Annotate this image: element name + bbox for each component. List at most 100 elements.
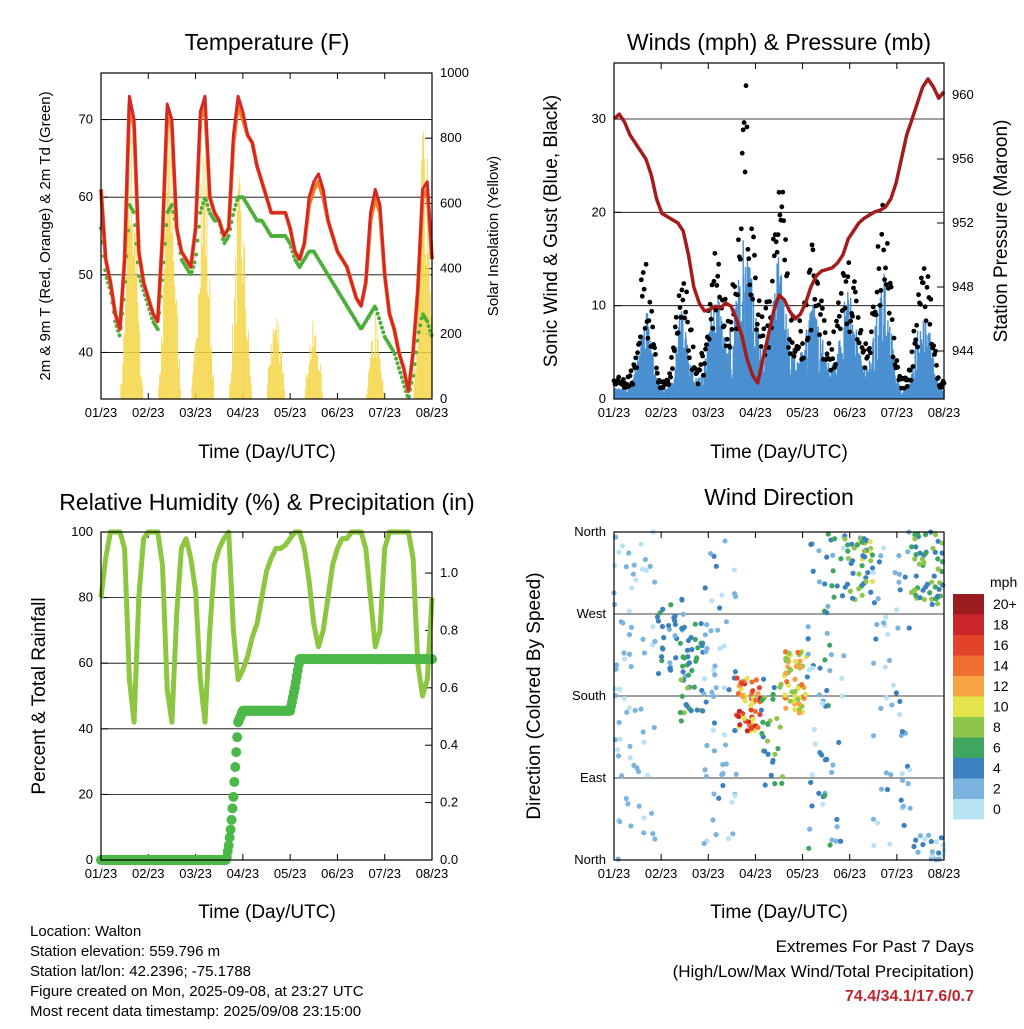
- direction-point: [798, 664, 804, 670]
- direction-point: [912, 532, 918, 538]
- direction-point: [874, 820, 881, 826]
- gust-point: [753, 275, 758, 281]
- gust-point: [879, 231, 885, 237]
- direction-point: [805, 651, 811, 657]
- gust-point: [683, 309, 689, 315]
- direction-point: [805, 636, 811, 642]
- direction-point: [799, 682, 805, 688]
- y-tick-label: 80: [79, 590, 93, 605]
- gust-point: [708, 316, 714, 322]
- direction-point: [744, 728, 750, 734]
- gust-point: [798, 328, 804, 334]
- direction-point: [680, 611, 686, 617]
- direction-point: [827, 668, 833, 674]
- legend-title: mph: [990, 574, 1017, 590]
- legend-label: 0: [993, 801, 1001, 817]
- x-tick-label: 07/23: [368, 405, 401, 420]
- x-tick-label: 03/23: [692, 866, 725, 881]
- gust-point: [714, 283, 720, 288]
- direction-point: [833, 838, 839, 844]
- gust-point: [876, 266, 882, 272]
- dewpoint-point: [375, 311, 380, 316]
- gust-point: [763, 305, 769, 311]
- y-tick-label-right: 956: [952, 151, 974, 166]
- direction-point: [920, 842, 926, 848]
- gust-point: [873, 312, 879, 318]
- direction-point: [838, 556, 844, 562]
- direction-point: [621, 695, 627, 702]
- direction-point: [792, 706, 798, 713]
- direction-point: [887, 841, 893, 847]
- gust-point: [883, 265, 888, 271]
- gust-point: [909, 349, 915, 355]
- gust-point: [910, 364, 916, 369]
- gust-point: [771, 253, 777, 259]
- direction-point: [716, 795, 722, 801]
- gust-point: [812, 296, 818, 302]
- gust-point: [797, 318, 803, 324]
- gust-point: [842, 305, 848, 311]
- direction-point: [829, 769, 835, 775]
- gust-point: [934, 362, 939, 368]
- gust-point: [749, 226, 755, 232]
- gust-point: [833, 361, 838, 367]
- gust-point: [703, 346, 708, 352]
- direction-point: [839, 675, 845, 681]
- direction-point: [660, 646, 666, 652]
- direction-point: [742, 698, 748, 704]
- gust-point: [863, 341, 869, 347]
- precip-point: [223, 840, 234, 851]
- direction-point: [720, 761, 726, 768]
- plot-frame: [100, 72, 433, 400]
- gust-point: [852, 289, 858, 295]
- direction-point: [899, 729, 906, 735]
- gust-point: [647, 299, 653, 305]
- direction-point: [804, 674, 810, 680]
- direction-point: [741, 715, 747, 722]
- direction-point: [792, 658, 798, 665]
- direction-point: [882, 664, 888, 670]
- direction-point: [612, 601, 618, 607]
- gust-point: [846, 260, 852, 266]
- plot-frame: [613, 531, 945, 861]
- gust-point: [635, 350, 640, 356]
- x-tick-label: 02/23: [132, 866, 165, 881]
- dewpoint-point: [378, 320, 383, 325]
- direction-point: [768, 772, 774, 778]
- direction-point: [906, 625, 912, 631]
- direction-point: [809, 772, 815, 778]
- direction-point: [865, 569, 871, 576]
- direction-point: [896, 571, 902, 577]
- direction-point: [792, 676, 798, 682]
- y-tick-label: North: [574, 524, 606, 539]
- gust-point: [925, 274, 931, 279]
- direction-point: [626, 608, 632, 614]
- direction-point: [842, 536, 848, 542]
- direction-point: [831, 594, 837, 600]
- dewpoint-point: [379, 325, 384, 330]
- direction-point: [884, 786, 891, 793]
- direction-point: [775, 746, 781, 752]
- direction-point: [758, 707, 764, 713]
- direction-point: [702, 676, 708, 682]
- gust-point: [627, 373, 633, 379]
- gust-point: [736, 237, 741, 243]
- gust-point: [654, 365, 659, 371]
- direction-point: [713, 563, 719, 569]
- direction-point: [820, 700, 826, 707]
- gust-point: [817, 332, 822, 338]
- y-tick-label: 70: [79, 112, 93, 127]
- gust-point: [669, 355, 674, 360]
- gust-point: [697, 367, 703, 373]
- direction-point: [878, 553, 884, 559]
- direction-point: [772, 751, 778, 757]
- direction-point: [621, 650, 627, 656]
- legend-label: 12: [993, 678, 1009, 694]
- dewpoint-point: [233, 202, 238, 207]
- gust-point: [844, 321, 850, 327]
- y-tick-label: 0: [599, 391, 606, 406]
- direction-point: [913, 573, 919, 579]
- direction-point: [932, 584, 938, 590]
- gust-point: [907, 367, 913, 373]
- gust-point: [717, 294, 722, 300]
